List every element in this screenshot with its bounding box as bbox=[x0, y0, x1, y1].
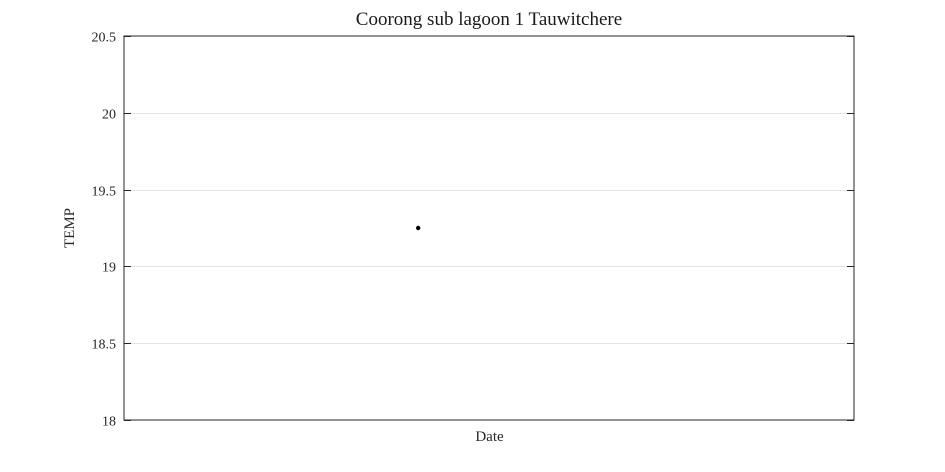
x-axis-label: Date bbox=[475, 429, 504, 445]
y-axis-label: TEMP bbox=[62, 208, 78, 248]
y-tick-label: 20.5 bbox=[92, 31, 117, 46]
data-points bbox=[415, 225, 421, 231]
y-tick-label: 20 bbox=[102, 108, 116, 123]
y-tick-label: 18 bbox=[102, 415, 116, 430]
plot-frame bbox=[123, 35, 855, 421]
chart-title: Coorong sub lagoon 1 Tauwitchere bbox=[356, 9, 622, 30]
y-axis-tick-labels: 18 18.5 19 19.5 20 20.5 bbox=[92, 31, 117, 430]
y-grid-lines bbox=[124, 113, 854, 344]
data-point bbox=[415, 225, 421, 231]
y-tick-label: 19.5 bbox=[92, 185, 117, 200]
y-axis-ticks bbox=[124, 36, 854, 421]
y-tick-label: 19 bbox=[102, 261, 116, 276]
y-tick-label: 18.5 bbox=[92, 338, 117, 353]
